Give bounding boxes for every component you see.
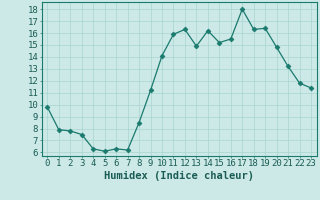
X-axis label: Humidex (Indice chaleur): Humidex (Indice chaleur) xyxy=(104,171,254,181)
